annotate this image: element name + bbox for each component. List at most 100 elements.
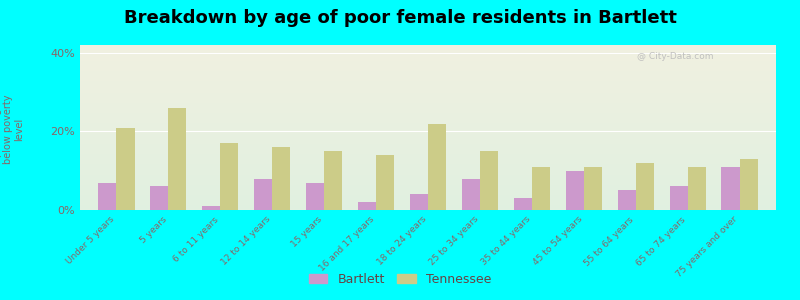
Bar (80, 139, 776, 141)
Bar (116, 128, 134, 210)
Bar (80, 144, 776, 146)
Bar (80, 160, 776, 162)
Bar (80, 154, 776, 155)
Bar (150, 186, 168, 210)
Bar (722, 167, 740, 210)
Text: @ City-Data.com: @ City-Data.com (637, 52, 714, 61)
Bar (80, 45, 776, 46)
Bar (566, 171, 584, 210)
Bar (80, 190, 776, 192)
Bar (80, 146, 776, 147)
Bar (80, 137, 776, 139)
Bar (80, 96, 776, 98)
Bar (80, 180, 776, 182)
Bar (80, 151, 776, 152)
Bar (254, 178, 272, 210)
Bar (80, 83, 776, 85)
Bar (324, 151, 342, 210)
Bar (80, 149, 776, 151)
Bar (80, 121, 776, 122)
Bar (80, 199, 776, 200)
Bar (80, 65, 776, 66)
Bar (220, 143, 238, 210)
Bar (80, 178, 776, 180)
Bar (376, 155, 394, 210)
Legend: Bartlett, Tennessee: Bartlett, Tennessee (304, 268, 496, 291)
Bar (740, 159, 758, 210)
Bar (80, 66, 776, 68)
Bar (410, 194, 428, 210)
Bar (80, 194, 776, 195)
Bar (80, 202, 776, 203)
Bar (80, 50, 776, 52)
Bar (80, 63, 776, 65)
Bar (688, 167, 706, 210)
Bar (480, 151, 498, 210)
Bar (80, 68, 776, 70)
Bar (80, 174, 776, 175)
Bar (80, 207, 776, 208)
Bar (80, 80, 776, 81)
Bar (80, 164, 776, 165)
Bar (80, 106, 776, 108)
Bar (80, 52, 776, 53)
Bar (80, 88, 776, 89)
Bar (80, 108, 776, 109)
Bar (80, 129, 776, 131)
Bar (80, 78, 776, 80)
Bar (80, 162, 776, 164)
Bar (80, 169, 776, 170)
Bar (80, 197, 776, 199)
Bar (80, 61, 776, 63)
Bar (80, 58, 776, 60)
Bar (80, 91, 776, 93)
Bar (636, 163, 654, 210)
Bar (80, 192, 776, 194)
Bar (80, 114, 776, 116)
Bar (80, 170, 776, 172)
Bar (80, 56, 776, 58)
Bar (80, 152, 776, 154)
Bar (80, 112, 776, 114)
Bar (80, 128, 776, 129)
Bar (80, 93, 776, 94)
Bar (80, 167, 776, 169)
Bar (272, 147, 290, 210)
Bar (80, 101, 776, 103)
Bar (462, 178, 480, 210)
Bar (670, 186, 688, 210)
Bar (80, 159, 776, 160)
Bar (80, 132, 776, 134)
Bar (80, 136, 776, 137)
Bar (80, 94, 776, 96)
Bar (358, 202, 376, 210)
Bar (80, 100, 776, 101)
Bar (80, 155, 776, 157)
Bar (80, 141, 776, 142)
Bar (80, 200, 776, 202)
Bar (532, 167, 550, 210)
Bar (98, 182, 116, 210)
Bar (80, 172, 776, 174)
Bar (80, 126, 776, 128)
Bar (202, 206, 220, 210)
Bar (80, 187, 776, 188)
Bar (80, 185, 776, 187)
Bar (80, 182, 776, 184)
Bar (80, 60, 776, 61)
Bar (80, 124, 776, 126)
Bar (80, 131, 776, 132)
Bar (80, 195, 776, 197)
Bar (80, 116, 776, 118)
Text: Breakdown by age of poor female residents in Bartlett: Breakdown by age of poor female resident… (123, 9, 677, 27)
Bar (80, 71, 776, 73)
Bar (80, 165, 776, 167)
Bar (618, 190, 636, 210)
Bar (80, 76, 776, 78)
Bar (80, 104, 776, 106)
Bar (80, 205, 776, 207)
Bar (80, 157, 776, 159)
Bar (80, 184, 776, 185)
Bar (80, 81, 776, 83)
Bar (80, 89, 776, 91)
